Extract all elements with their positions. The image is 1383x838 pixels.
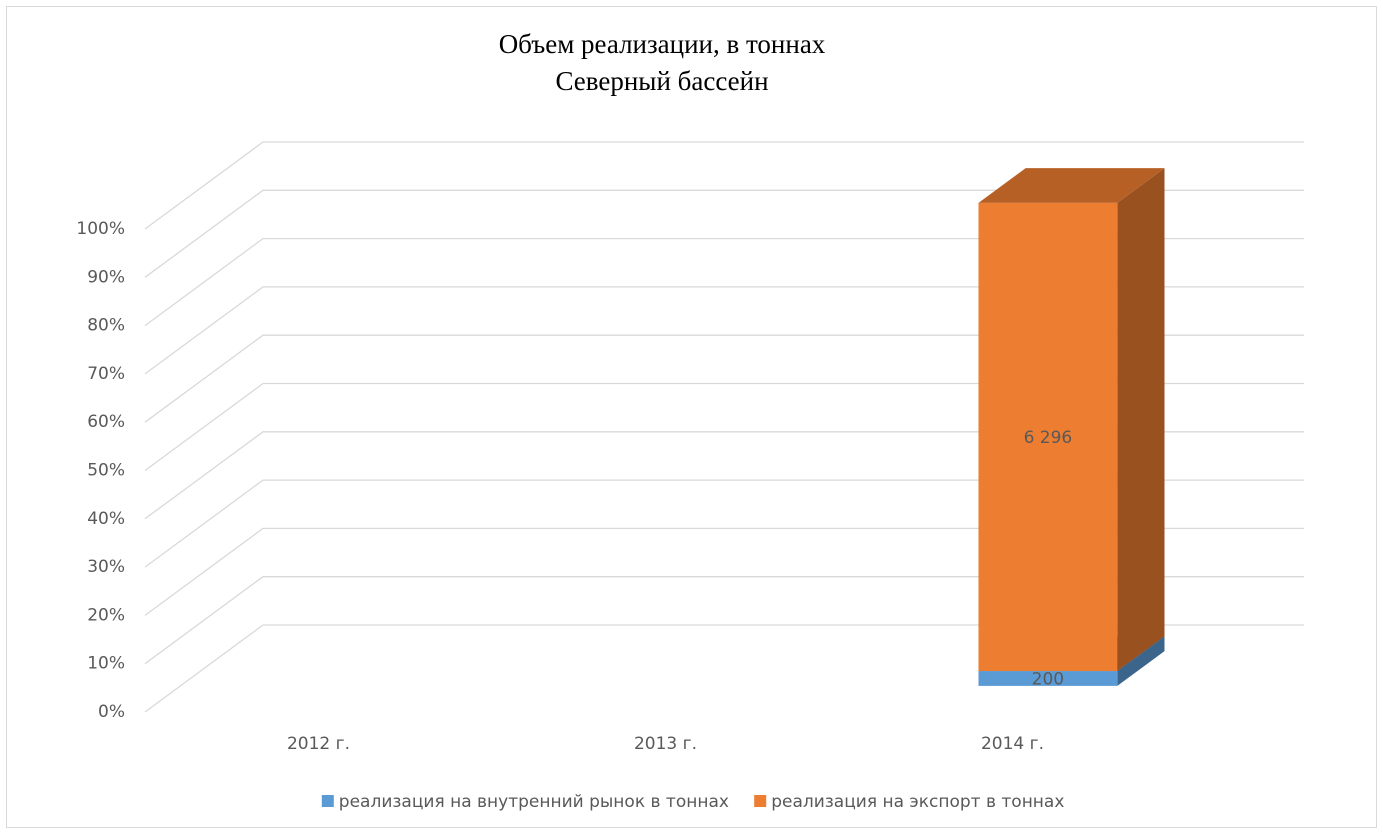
data-label: 6 296	[1024, 428, 1073, 448]
chart-border	[6, 6, 1377, 828]
legend-swatch	[754, 795, 767, 807]
y-tick-label: 100%	[76, 219, 125, 239]
y-tick-label: 10%	[87, 654, 125, 674]
grid-line	[144, 624, 1304, 713]
bar-side	[1117, 168, 1165, 672]
grid-line	[144, 334, 1304, 423]
bar-front	[978, 671, 1118, 686]
legend: реализация на внутренний рынок в тоннах р…	[321, 792, 1064, 812]
y-tick-label: 90%	[87, 267, 125, 287]
legend-label: реализация на экспорт в тоннах	[771, 792, 1064, 812]
y-tick-label: 60%	[87, 412, 125, 432]
bar-front	[978, 202, 1118, 672]
legend-swatch	[321, 795, 334, 807]
x-tick-label: 2014 г.	[981, 734, 1044, 754]
y-tick-label: 40%	[87, 509, 125, 529]
grid-line	[144, 189, 1304, 278]
data-label: 200	[1032, 669, 1064, 689]
y-tick-label: 50%	[87, 461, 125, 481]
bar-top	[978, 168, 1165, 203]
y-tick-label: 0%	[98, 702, 125, 722]
legend-label: реализация на внутренний рынок в тоннах	[339, 792, 729, 812]
x-tick-label: 2013 г.	[634, 734, 697, 754]
grid-line	[144, 527, 1304, 616]
y-tick-label: 20%	[87, 605, 125, 625]
grid-line	[144, 576, 1304, 665]
x-tick-label: 2012 г.	[287, 734, 350, 754]
chart-title: Объем реализации, в тоннах	[499, 29, 826, 59]
bar	[978, 168, 1165, 672]
grid-line	[144, 479, 1304, 568]
grid-line	[144, 237, 1304, 327]
grid-line	[144, 141, 1304, 230]
grid-line	[144, 382, 1304, 472]
y-tick-label: 70%	[87, 364, 125, 384]
chart-subtitle: Северный бассейн	[555, 66, 768, 96]
grid-line	[144, 431, 1304, 520]
grid-line	[144, 286, 1304, 375]
bar-side	[1117, 636, 1165, 686]
y-tick-label: 80%	[87, 316, 125, 336]
y-tick-label: 30%	[87, 557, 125, 577]
